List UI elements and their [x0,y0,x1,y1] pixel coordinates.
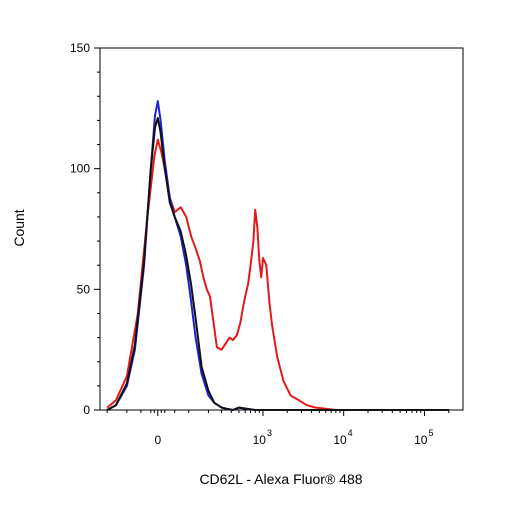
plot-frame [99,47,464,411]
series-line-1 [106,138,449,411]
series-line-3 [106,117,449,411]
x-axis-title: CD62L - Alexa Fluor® 488 [199,471,362,487]
y-tick-label: 0 [83,403,90,417]
x-tick-label: 10 [253,433,267,447]
y-tick-label: 150 [70,41,90,55]
y-tick-label: 50 [77,282,91,296]
x-tick-label: 10 [333,433,347,447]
x-tick-exponent: 5 [428,428,433,438]
series-group [106,100,449,411]
x-tick-exponent: 3 [267,428,272,438]
x-tick-exponent: 4 [348,428,353,438]
x-tick-label: 0 [154,433,161,447]
x-tick-label: 10 [414,433,428,447]
y-axis: 0 50 100 150 [70,41,100,417]
y-tick-label: 100 [70,162,90,176]
x-axis: 0 10 3 10 4 10 5 [106,410,450,447]
y-axis-title: Count [11,209,27,246]
